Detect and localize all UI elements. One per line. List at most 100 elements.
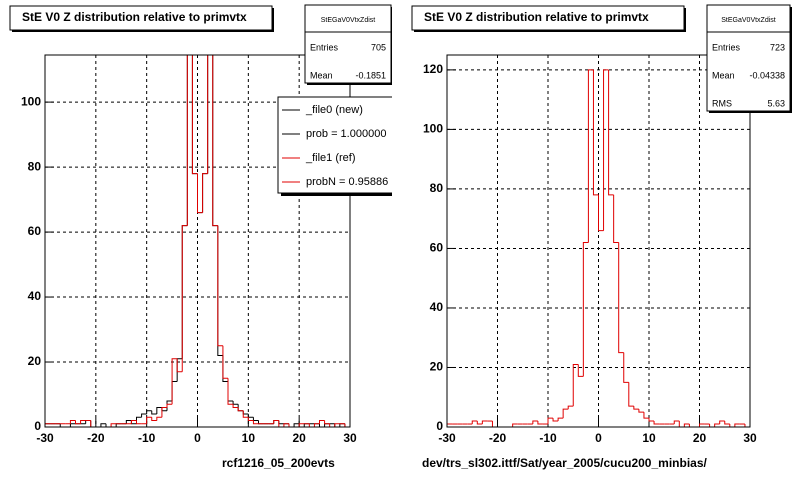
- y-tick-label: 20: [430, 360, 444, 374]
- histogram-bin: [308, 423, 315, 427]
- x-tick-label: 20: [693, 431, 707, 445]
- histogram-bin: [278, 420, 284, 427]
- plot-border: [446, 54, 751, 428]
- stats-value: 705: [371, 42, 386, 52]
- stats-label: RMS: [712, 98, 732, 108]
- histogram-bin: [141, 413, 147, 418]
- histogram-bin: [59, 423, 66, 427]
- histogram-bin: [313, 423, 320, 427]
- legend: _file0 (new) prob = 1.000000 _file1 (ref) p…: [277, 96, 392, 196]
- x-tick-label: 20: [292, 431, 306, 445]
- histogram-bin: [110, 423, 117, 427]
- histogram-bin: [567, 405, 574, 410]
- histogram-bin: [197, 173, 203, 214]
- histogram-bin: [552, 418, 559, 422]
- histogram-bin: [683, 423, 690, 427]
- pad: -30 -20 -10 0 10 20 30 0 20 40 60 80 100 120 StE V0 Z …: [411, 4, 792, 470]
- histogram-bin: [100, 423, 106, 427]
- title-box: [9, 5, 273, 31]
- histogram-bin: [491, 421, 498, 427]
- histogram-bin: [222, 345, 228, 379]
- x-tick-label: 0: [595, 431, 602, 445]
- histogram-bin: [283, 423, 289, 427]
- histogram-bin: [288, 423, 295, 427]
- histogram-bin: [75, 420, 81, 425]
- x-tick-label: 30: [743, 431, 757, 445]
- stats-value: 5.63: [767, 98, 785, 108]
- histogram-bin: [186, 55, 188, 226]
- histogram-bin: [252, 417, 259, 422]
- x-tick-label: 0: [194, 431, 201, 445]
- y-tick-label: 80: [430, 181, 444, 195]
- histogram-bin: [709, 424, 715, 427]
- histogram-bin: [577, 364, 584, 377]
- histogram-bin: [125, 420, 132, 424]
- histogram-bin: [161, 407, 167, 418]
- histogram-group: [45, 55, 350, 427]
- histogram-bin: [324, 420, 330, 425]
- histogram-bin: [744, 424, 750, 427]
- histogram-bin: [587, 69, 594, 243]
- histogram-bin: [191, 55, 198, 175]
- x-tick-label: -30: [36, 431, 54, 445]
- histogram-bin: [648, 418, 655, 422]
- histogram-bin: [592, 69, 599, 196]
- histogram-bin: [603, 69, 609, 231]
- histogram-bin: [176, 358, 183, 373]
- histogram-bin: [557, 417, 564, 422]
- x-tick-label: -30: [438, 431, 456, 445]
- histogram-bin: [130, 420, 137, 424]
- histogram-bin: [562, 408, 569, 419]
- histogram-bin: [334, 423, 340, 427]
- chart-title: StE V0 Z distribution relative to primvt…: [22, 10, 247, 24]
- histogram-bin: [298, 423, 305, 427]
- stats-value: -0.04338: [749, 70, 785, 80]
- stats-title: StEGaV0VtxZdist: [321, 17, 376, 24]
- chart-title: StE V0 Z distribution relative to primvt…: [424, 10, 649, 24]
- y-tick-label: 0: [34, 419, 41, 433]
- y-tick-label: 60: [430, 241, 444, 255]
- histogram-bin: [69, 420, 76, 424]
- stats-value: -0.1851: [355, 70, 386, 80]
- histogram-bin: [237, 407, 244, 412]
- legend-note: prob = 1.000000: [306, 128, 386, 140]
- histogram-bin: [146, 410, 152, 415]
- x-tick-label: -20: [87, 431, 105, 445]
- histogram-bin: [724, 421, 730, 425]
- histogram-bin: [688, 424, 695, 427]
- histogram-bin: [247, 417, 254, 422]
- plot-border: [44, 54, 351, 428]
- legend-label: _file1 (ref): [305, 152, 356, 164]
- histogram-bin: [638, 409, 644, 413]
- histogram-bin: [471, 420, 478, 425]
- histogram-group: [447, 69, 750, 427]
- histogram-bin: [319, 420, 325, 424]
- histogram-bin: [633, 406, 639, 410]
- stats-box: [304, 4, 392, 84]
- stats-box: [706, 4, 791, 112]
- histogram-bin: [151, 417, 157, 422]
- histogram-bin: [181, 225, 188, 372]
- stats-title: StEGaV0VtxZdist: [721, 17, 776, 24]
- x-tick-label: -10: [539, 431, 557, 445]
- histogram-bin: [572, 364, 579, 407]
- histogram-bin: [623, 352, 629, 383]
- y-tick-label: 20: [28, 354, 42, 368]
- histogram-bin: [699, 423, 705, 427]
- histogram-bin: [293, 423, 300, 427]
- y-tick-label: 60: [28, 224, 42, 238]
- legend-note: probN = 0.95886: [306, 176, 388, 188]
- histogram-bin: [608, 69, 614, 196]
- histogram-bin: [90, 420, 96, 427]
- y-tick-label: 0: [436, 419, 443, 433]
- histogram-bin: [136, 420, 142, 425]
- histogram-bin: [719, 420, 725, 425]
- histogram-bin: [447, 423, 453, 427]
- histogram-bin: [582, 241, 589, 377]
- y-tick-label: 80: [28, 159, 42, 173]
- histogram-bin: [537, 421, 543, 425]
- x-tick-label: -10: [138, 431, 156, 445]
- histogram-bin: [678, 421, 685, 427]
- histogram-bin: [156, 407, 162, 415]
